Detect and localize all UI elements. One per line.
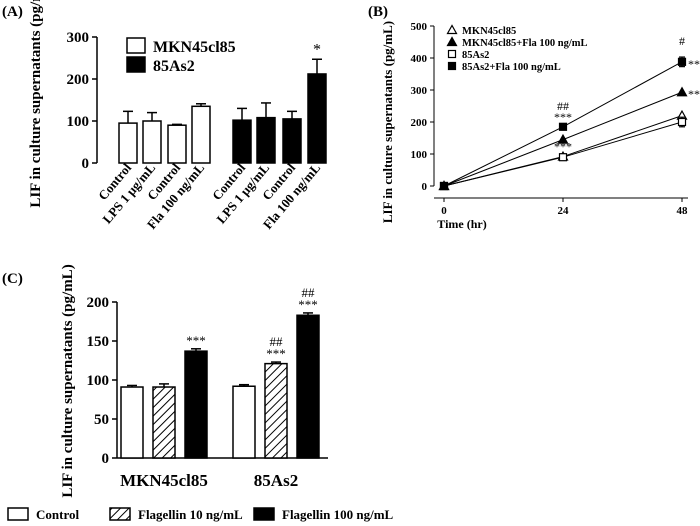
significance-marker: *** xyxy=(554,110,572,124)
legend-marker-mkn45cl85 xyxy=(446,24,458,35)
bar-85as2-fla-100-ng-ml xyxy=(307,73,327,164)
legend-marker-mkn45cl85-fla-100-ng-ml xyxy=(446,36,458,47)
data-point-85as2-fla-100-ng-ml-t48 xyxy=(677,57,687,66)
data-point-mkn45cl85-fla-100-ng-ml-t24 xyxy=(557,133,569,144)
legend-label-85as2-fla-100-ng-ml: 85As2+Fla 100 ng/mL xyxy=(462,62,561,73)
significance-marker: ## xyxy=(270,334,284,349)
y-tick-label: 300 xyxy=(67,30,90,46)
data-point-85as2-t24 xyxy=(558,153,568,162)
bar-mkn45cl85-control xyxy=(167,124,187,164)
panel-c-bars: MKN45cl85***85As2***##***## xyxy=(120,285,320,490)
bar-mkn45cl85-control xyxy=(118,122,138,164)
data-point-85as2-t48 xyxy=(677,117,687,127)
y-tick-label: 50 xyxy=(94,412,109,428)
y-tick-label: 400 xyxy=(411,53,428,65)
y-tick-label: 100 xyxy=(67,114,90,130)
panel-a-ylabel: LIF in culture supernatants (pg/mL) xyxy=(28,0,44,208)
y-tick-label: 200 xyxy=(67,72,90,88)
legend-label-85as2: 85As2 xyxy=(153,58,195,75)
panel-a-axes: 0 100 200 300 xyxy=(67,30,98,172)
legend-label-mkn45cl85-fla-100-ng-ml: MKN45cl85+Fla 100 ng/mL xyxy=(462,38,588,49)
legend-swatch-mkn45cl85 xyxy=(126,37,146,54)
legend-label-85as2: 85As2 xyxy=(462,50,489,61)
significance-marker: ** xyxy=(688,87,700,101)
panel-c-ylabel: LIF in culture supernatants (pg/mL) xyxy=(60,264,76,497)
legend-swatch-flagellin-100-ng-ml xyxy=(253,507,275,521)
panel-b-label: (B) xyxy=(368,4,388,20)
y-tick-label: 200 xyxy=(411,117,428,129)
x-tick-label: 48 xyxy=(677,205,689,217)
legend-swatch-control xyxy=(7,507,29,521)
y-tick-label: 150 xyxy=(87,334,110,350)
significance-marker: *** xyxy=(554,140,572,154)
panel-b-lines: ***##***#**** xyxy=(438,34,700,191)
panel-a-legend: MKN45cl85 85As2 xyxy=(126,37,236,75)
bar-mkn45cl85-control xyxy=(120,386,144,459)
y-tick-label: 500 xyxy=(411,21,428,33)
panel-c: (C) LIF in culture supernatants (pg/mL) … xyxy=(2,264,394,522)
bar-mkn45cl85-flagellin-100-ng-ml xyxy=(184,350,208,459)
bar-mkn45cl85-fla-100-ng-ml xyxy=(191,105,211,164)
panel-b-axes: 0 100 200 300 400 500 0 24 48 xyxy=(411,21,689,217)
legend-label-flagellin-100-ng-ml: Flagellin 100 ng/mL xyxy=(282,507,394,522)
panel-c-legend: Control Flagellin 10 ng/mL Flagellin 100 n… xyxy=(7,507,394,522)
legend-label-mkn45cl85: MKN45cl85 xyxy=(462,26,516,37)
bar-85as2-control xyxy=(232,119,252,164)
panel-b: (B) LIF in culture supernatants (pg/mL) … xyxy=(368,4,700,231)
panel-a-label: (A) xyxy=(2,4,23,20)
significance-marker: ## xyxy=(302,285,316,300)
x-category-label: 85As2 xyxy=(254,471,298,490)
bar-85as2-flagellin-10-ng-ml xyxy=(264,362,288,459)
panel-b-xlabel: Time (hr) xyxy=(437,217,486,231)
panel-b-ylabel: LIF in culture supernatants (pg/mL) xyxy=(380,21,395,223)
y-tick-label: 100 xyxy=(87,373,110,389)
bar-85as2-control xyxy=(282,118,302,164)
significance-marker: * xyxy=(313,41,321,58)
legend-marker-85as2 xyxy=(447,49,457,59)
data-point-85as2-fla-100-ng-ml-t24 xyxy=(558,122,568,131)
significance-marker: *** xyxy=(298,297,318,312)
legend-swatch-flagellin-10-ng-ml xyxy=(109,507,131,521)
y-tick-label: 300 xyxy=(411,85,428,97)
x-category-label: MKN45cl85 xyxy=(120,471,208,490)
x-tick-label: 0 xyxy=(441,205,447,217)
y-tick-label: 0 xyxy=(422,181,428,193)
data-point-85as2-fla-100-ng-ml-t0 xyxy=(439,181,449,191)
legend-label-mkn45cl85: MKN45cl85 xyxy=(153,39,236,56)
bar-85as2-control xyxy=(232,385,256,459)
significance-marker: *** xyxy=(266,346,286,361)
legend-label-flagellin-10-ng-ml: Flagellin 10 ng/mL xyxy=(138,507,243,522)
bar-85as2-flagellin-100-ng-ml xyxy=(296,314,320,459)
y-tick-label: 0 xyxy=(82,156,90,172)
panel-c-label: (C) xyxy=(2,271,23,287)
data-point-mkn45cl85-fla-100-ng-ml-t48 xyxy=(676,86,688,97)
y-tick-label: 0 xyxy=(102,451,110,467)
legend-label-control: Control xyxy=(36,507,79,522)
panel-c-axes: 0 50 100 150 200 xyxy=(87,295,328,467)
significance-marker: *** xyxy=(186,333,206,348)
significance-marker: ## xyxy=(557,99,569,113)
y-tick-label: 100 xyxy=(411,149,428,161)
bar-mkn45cl85-flagellin-10-ng-ml xyxy=(152,386,176,459)
legend-swatch-85as2 xyxy=(126,56,146,73)
bar-mkn45cl85-lps-1-g-ml xyxy=(142,120,162,164)
x-tick-label: 24 xyxy=(558,205,570,217)
legend-marker-85as2-fla-100-ng-ml xyxy=(447,61,457,71)
significance-marker: # xyxy=(679,34,685,48)
y-tick-label: 200 xyxy=(87,295,110,311)
bar-85as2-lps-1-g-ml xyxy=(256,116,276,164)
panel-a: (A) LIF in culture supernatants (pg/mL) … xyxy=(2,0,327,232)
significance-marker: ** xyxy=(688,57,700,71)
